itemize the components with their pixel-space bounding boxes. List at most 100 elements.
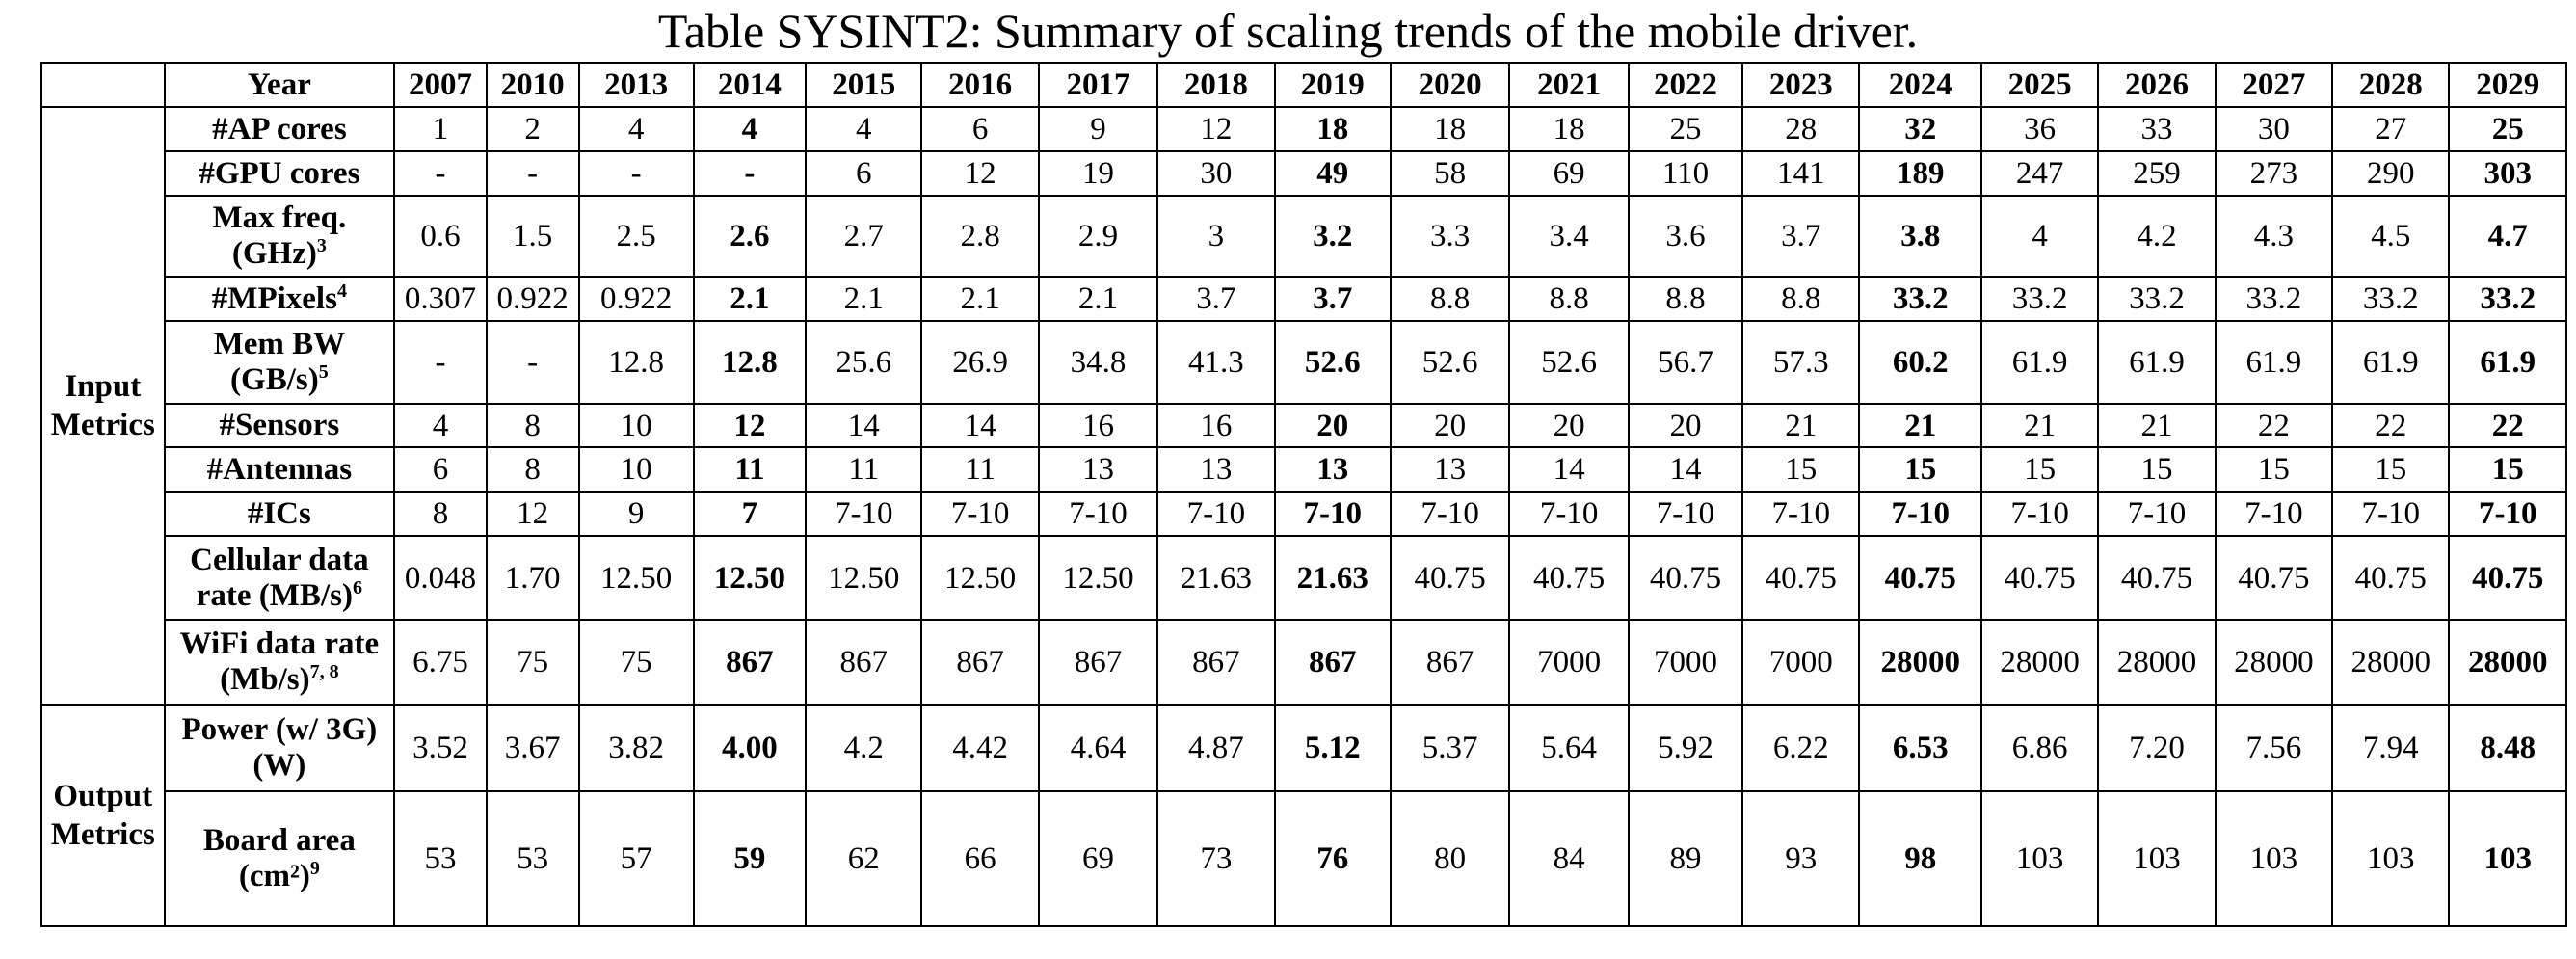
metric-group-label: Input Metrics [40,106,166,706]
table-row: Max freq. (GHz)3 0.6 1.5 2.5 2.6 2.7 2.8 2.9 3 3.… [41,195,2567,278]
value-cell: 12.50 [920,535,1040,621]
value-cell: 33.2 [2097,276,2217,322]
value-cell: 80 [1389,790,1511,927]
year-header-cell: 2010 [485,62,580,108]
value-cell: 33.2 [1858,276,1982,322]
value-cell: 21.63 [1156,535,1276,621]
value-cell: 20 [1508,403,1630,448]
value-cell: 7 [692,491,808,537]
value-cell: 273 [2214,150,2334,197]
value-cell: 3.82 [577,704,695,792]
value-cell: 34.8 [1037,320,1159,405]
value-cell: 867 [1389,619,1511,706]
value-cell: 22 [2331,403,2451,448]
value-cell: 7-10 [920,491,1040,537]
value-cell: 4.2 [2097,195,2217,278]
value-cell: 6 [393,446,488,493]
value-cell: 2.1 [920,276,1040,322]
row-label-cell: #MPixels4 [163,276,396,322]
value-cell: - [577,150,695,197]
footnote-marker: 4 [336,280,347,302]
value-cell: 76 [1273,790,1392,927]
value-cell: 61.9 [2214,320,2334,405]
value-cell: 13 [1273,446,1392,493]
year-header-cell: 2016 [920,62,1040,108]
row-label: Board area (cm²) [202,823,356,893]
value-cell: 4.5 [2331,195,2451,278]
value-cell: 867 [692,619,808,706]
value-cell: 30 [2214,106,2334,152]
value-cell: 3.7 [1156,276,1276,322]
row-label: #AP cores [212,111,347,147]
value-cell: 2.5 [577,195,695,278]
value-cell: 28000 [1979,619,2100,706]
value-cell: 33.2 [2214,276,2334,322]
value-cell: 61.9 [2448,320,2567,405]
value-cell: - [485,320,580,405]
value-cell: 2 [485,106,580,152]
value-cell: 4.00 [692,704,808,792]
value-cell: 2.1 [692,276,808,322]
table-title: Table SYSINT2: Summary of scaling trends… [657,4,1919,58]
value-cell: 9 [1037,106,1159,152]
value-cell: 4 [805,106,923,152]
value-cell: 25 [1627,106,1744,152]
value-cell: - [485,150,580,197]
value-cell: 4.64 [1037,704,1159,792]
footnote-marker: 5 [318,361,329,383]
table-row: #Antennas 6 8 10 11 11 11 13 13 13 13 14 14 15 15 15 15 1… [41,446,2567,493]
table-row: WiFi data rate (Mb/s)7, 8 6.75 75 75 867 867 8… [41,619,2567,706]
value-cell: 75 [485,619,580,706]
value-cell: 33.2 [2331,276,2451,322]
value-cell: 28000 [2331,619,2451,706]
row-label-cell: Max freq. (GHz)3 [163,195,396,278]
value-cell: 93 [1741,790,1861,927]
value-cell: 40.75 [2214,535,2334,621]
value-cell: 2.6 [692,195,808,278]
value-cell: 8 [485,446,580,493]
value-cell: 110 [1627,150,1744,197]
value-cell: 4.2 [805,704,923,792]
value-cell: 32 [1858,106,1982,152]
value-cell: 103 [2331,790,2451,927]
value-cell: 7-10 [1858,491,1982,537]
year-header-cell: 2019 [1273,62,1392,108]
value-cell: 3.52 [393,704,488,792]
value-cell: 14 [1627,446,1744,493]
value-cell: 40.75 [1508,535,1630,621]
value-cell: 1.70 [485,535,580,621]
year-header-cell: 2027 [2214,62,2334,108]
value-cell: 10 [577,403,695,448]
value-cell: 3.67 [485,704,580,792]
row-label-cell: WiFi data rate (Mb/s)7, 8 [163,619,396,706]
value-cell: 103 [2448,790,2567,927]
value-cell: 1.5 [485,195,580,278]
value-cell: - [393,320,488,405]
value-cell: 6.75 [393,619,488,706]
value-cell: 52.6 [1389,320,1511,405]
value-cell: 28000 [2214,619,2334,706]
value-cell: 7-10 [1037,491,1159,537]
value-cell: 28000 [2448,619,2567,706]
value-cell: 8.8 [1741,276,1861,322]
table-row: Cellular data rate (MB/s)6 0.048 1.70 12.50… [41,535,2567,621]
header-row: Year 2007 2010 2013 2014 2015 2016 2017 2018 2019… [40,62,2567,108]
header-corner [40,62,166,108]
value-cell: 13 [1037,446,1159,493]
value-cell: 19 [1037,150,1159,197]
value-cell: 28 [1741,106,1861,152]
value-cell: 8.8 [1627,276,1744,322]
value-cell: 56.7 [1627,320,1744,405]
value-cell: 12.50 [577,535,695,621]
value-cell: 40.75 [1741,535,1861,621]
value-cell: 3.2 [1273,195,1392,278]
value-cell: 7-10 [805,491,923,537]
value-cell: 6 [805,150,923,197]
value-cell: 12.50 [692,535,808,621]
value-cell: 98 [1858,790,1982,927]
year-header-label: Year [163,62,396,108]
value-cell: 867 [805,619,923,706]
value-cell: 16 [1037,403,1159,448]
value-cell: 18 [1508,106,1630,152]
value-cell: 62 [805,790,923,927]
